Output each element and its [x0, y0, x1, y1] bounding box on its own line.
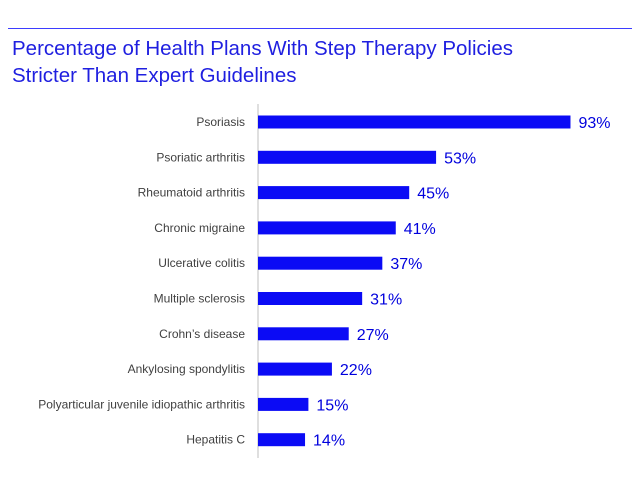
- category-label: Ankylosing spondylitis: [128, 362, 245, 376]
- bar: [258, 221, 396, 235]
- category-label: Ulcerative colitis: [158, 256, 245, 270]
- data-label: 45%: [417, 186, 449, 203]
- data-label: 15%: [316, 397, 348, 414]
- data-label: 41%: [404, 221, 436, 238]
- title-rule: [8, 28, 632, 29]
- bar: [258, 150, 437, 164]
- data-label: 37%: [390, 256, 422, 273]
- bar: [258, 327, 349, 341]
- category-label: Multiple sclerosis: [154, 292, 245, 306]
- data-label: 53%: [444, 150, 476, 167]
- chart-title-line-2: Stricter Than Expert Guidelines: [12, 64, 297, 87]
- category-label: Psoriatic arthritis: [156, 150, 245, 164]
- bar: [258, 292, 363, 305]
- bar: [258, 433, 306, 447]
- category-label: Psoriasis: [196, 115, 245, 129]
- data-label: 22%: [340, 362, 372, 379]
- bar: [258, 115, 571, 129]
- category-label: Crohn’s disease: [159, 327, 245, 341]
- category-label: Chronic migraine: [154, 221, 245, 235]
- data-label: 14%: [313, 433, 345, 450]
- category-label: Rheumatoid arthritis: [138, 186, 245, 200]
- chart-title: Percentage of Health Plans With Step The…: [12, 35, 513, 89]
- data-label: 27%: [357, 327, 389, 344]
- chart-title-line-1: Percentage of Health Plans With Step The…: [12, 37, 513, 60]
- bar: [258, 256, 383, 270]
- data-label: 31%: [370, 292, 402, 309]
- bar: [258, 362, 332, 376]
- data-label: 93%: [578, 115, 610, 132]
- category-label: Hepatitis C: [186, 433, 245, 447]
- bar: [258, 186, 410, 200]
- bar: [258, 397, 309, 411]
- category-label: Polyarticular juvenile idiopathic arthri…: [38, 397, 245, 411]
